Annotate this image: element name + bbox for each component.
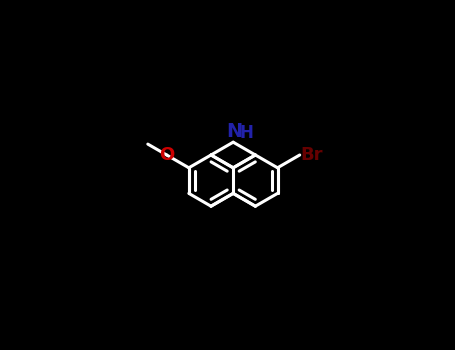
- Text: O: O: [159, 146, 174, 164]
- Text: H: H: [239, 124, 253, 142]
- Text: Br: Br: [301, 146, 324, 164]
- Text: N: N: [227, 122, 243, 141]
